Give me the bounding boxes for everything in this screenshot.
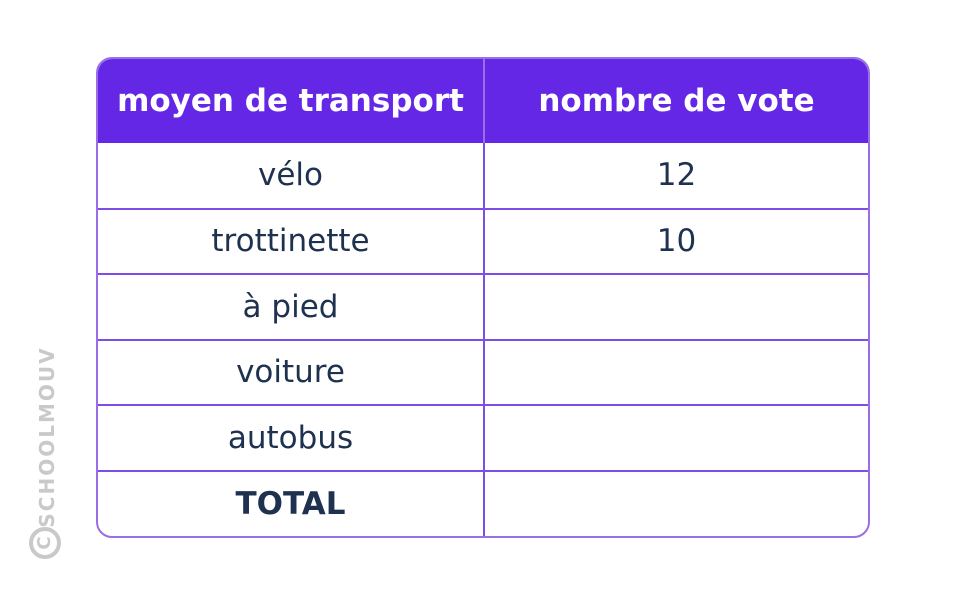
total-label: TOTAL — [98, 469, 485, 536]
total-value — [484, 469, 868, 536]
table-row: à pied — [98, 273, 868, 340]
row-value: 12 — [656, 157, 697, 194]
row-label: autobus — [98, 404, 485, 471]
schoolmouv-watermark: SCHOOLMOUV C — [27, 346, 67, 569]
table-row: autobus — [98, 404, 868, 471]
row-value — [484, 404, 868, 471]
table-row: trottinette 10 — [98, 207, 868, 274]
header-row: moyen de transport nombre de vote — [98, 59, 868, 143]
row-label: à pied — [98, 273, 485, 340]
total-row: TOTAL — [98, 469, 868, 536]
header-transport: moyen de transport — [98, 59, 485, 143]
table-row: vélo 12 — [98, 143, 868, 209]
watermark-text: SCHOOLMOUV — [35, 346, 59, 528]
vote-table-container: moyen de transport nombre de vote vélo 1… — [96, 57, 870, 538]
row-label: vélo — [98, 143, 485, 209]
row-value — [484, 338, 868, 405]
vote-table: moyen de transport nombre de vote vélo 1… — [98, 59, 868, 536]
table-body: vélo 12 trottinette 10 à pied voiture au… — [98, 143, 868, 536]
copyright-icon: C — [29, 527, 61, 559]
row-value — [484, 273, 868, 340]
table-row: voiture — [98, 338, 868, 405]
row-label: trottinette — [98, 207, 485, 274]
header-votes: nombre de vote — [484, 59, 868, 143]
row-value: 10 — [484, 207, 868, 274]
row-label: voiture — [98, 338, 485, 405]
table-header: moyen de transport nombre de vote — [98, 59, 868, 143]
